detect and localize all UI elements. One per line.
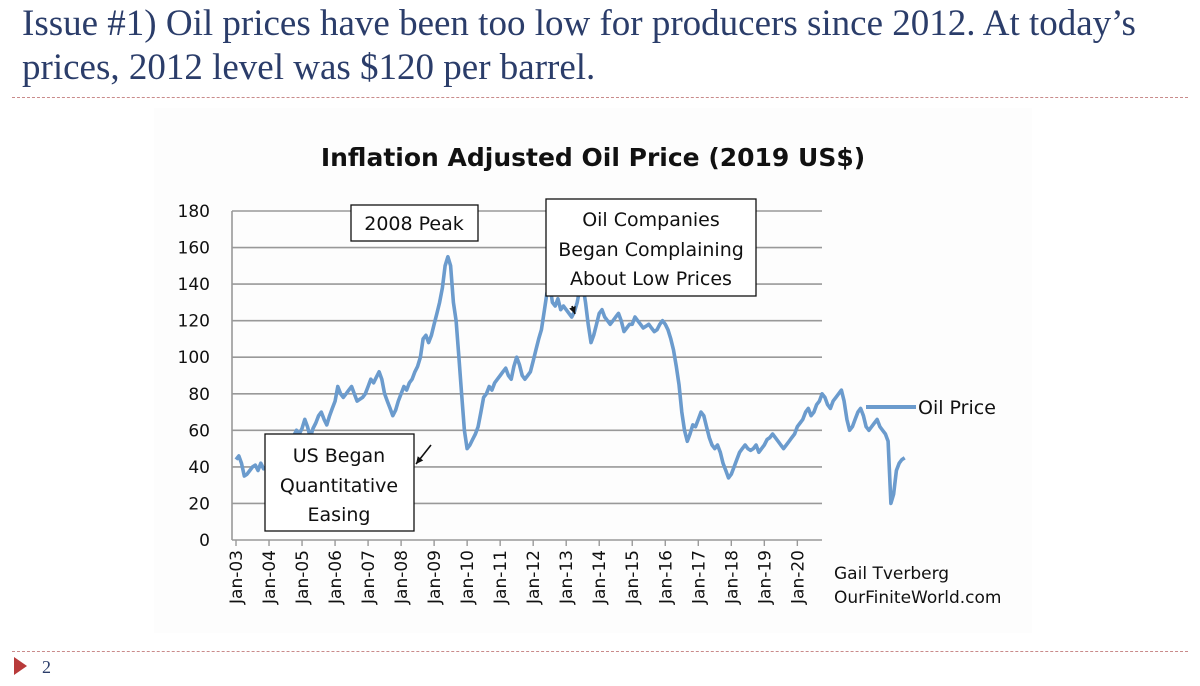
title-divider [12, 97, 1188, 98]
footer-divider [12, 651, 1188, 652]
axes [231, 211, 822, 541]
x-tick-label: Jan-09 [425, 550, 445, 605]
x-tick-label: Jan-03 [227, 550, 247, 605]
x-tick-label: Jan-16 [656, 550, 676, 605]
x-tick-label: Jan-10 [458, 550, 478, 605]
annotation-box: Oil Companies Began Complaining About Low … [545, 198, 757, 297]
x-tick-label: Jan-20 [788, 550, 808, 605]
series-layer [234, 254, 906, 506]
annotation-box: US Began Quantitative Easing [264, 433, 415, 532]
x-tick-label: Jan-11 [491, 550, 511, 605]
x-tick-label: Jan-15 [623, 550, 643, 605]
y-tick-label: 120 [178, 312, 210, 332]
page-number: 2 [42, 657, 51, 677]
annotation-text: Oil Companies [582, 209, 720, 231]
x-tick-label: Jan-17 [689, 550, 709, 605]
x-tick-label: Jan-19 [755, 550, 775, 605]
series-line-oil-price [234, 254, 906, 506]
y-tick-label: 140 [178, 275, 210, 295]
y-tick-label: 40 [188, 458, 210, 478]
legend: Oil Price [866, 397, 996, 419]
annotation-text: About Low Prices [570, 268, 732, 290]
oil-price-chart: Inflation Adjusted Oil Price (2019 US$) … [178, 143, 1002, 608]
annotation-text: Quantitative [280, 475, 398, 497]
y-tick-label: 180 [178, 202, 210, 222]
annotation-text: US Began [293, 445, 385, 467]
page-marker-icon [14, 657, 27, 675]
x-tick-label: Jan-13 [557, 550, 577, 605]
credit-text: OurFiniteWorld.com [834, 588, 1001, 608]
y-tick-label: 160 [178, 239, 210, 259]
y-tick-label: 20 [188, 494, 210, 514]
annotation-box: 2008 Peak [350, 204, 479, 242]
x-tick-label: Jan-04 [260, 550, 280, 605]
annotations: 2008 Peak Oil Companies Began Complaining A… [264, 198, 757, 532]
y-tick-label: 60 [188, 421, 210, 441]
x-tick-label: Jan-07 [359, 550, 379, 605]
x-tick-label: Jan-14 [590, 550, 610, 605]
x-tick-label: Jan-12 [524, 550, 544, 605]
x-tick-label: Jan-18 [722, 550, 742, 605]
x-axis-ticks: Jan-03 Jan-04 Jan-05 Jan-06 Jan-07 Jan-08 Jan-… [227, 540, 808, 605]
arrowhead-icon [569, 306, 576, 314]
y-tick-label: 0 [199, 531, 210, 551]
annotation-text: 2008 Peak [364, 213, 464, 235]
y-axis-ticks: 0 20 40 60 80 100 120 140 160 180 [178, 202, 210, 551]
annotation-text: Easing [308, 504, 371, 526]
y-tick-label: 80 [188, 385, 210, 405]
x-tick-label: Jan-08 [392, 550, 412, 605]
credit-text: Gail Tverberg [834, 564, 949, 584]
x-tick-label: Jan-05 [293, 550, 313, 605]
x-tick-label: Jan-06 [326, 550, 346, 605]
chart-title: Inflation Adjusted Oil Price (2019 US$) [321, 143, 865, 172]
credit: Gail Tverberg OurFiniteWorld.com [834, 564, 1001, 608]
chart-panel: Inflation Adjusted Oil Price (2019 US$) … [154, 108, 1032, 633]
arrowhead-icon [416, 456, 424, 464]
annotation-text: Began Complaining [558, 239, 744, 261]
legend-label: Oil Price [918, 397, 996, 419]
y-tick-label: 100 [178, 348, 210, 368]
slide-title: Issue #1) Oil prices have been too low f… [22, 3, 1136, 88]
